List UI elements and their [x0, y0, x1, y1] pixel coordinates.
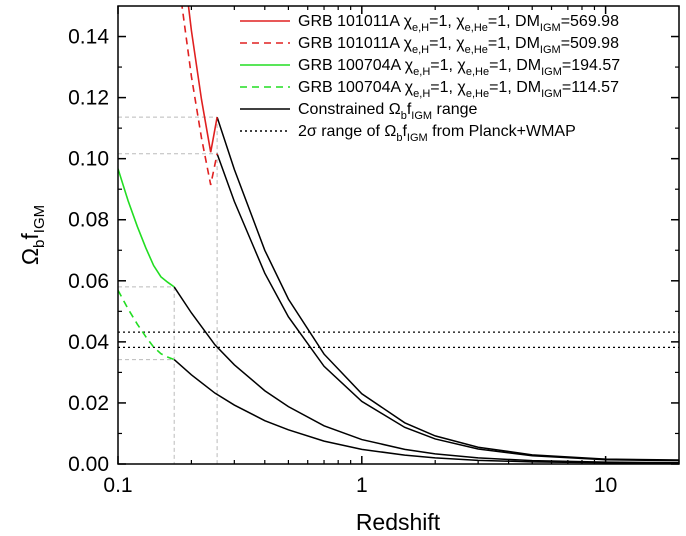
constrained-curve-4 [173, 359, 679, 464]
legend-label-5: Constrained ΩbfIGM range [298, 101, 478, 122]
y-tick-label: 0.14 [68, 26, 109, 49]
legend-label-6: 2σ range of ΩbfIGM from Planck+WMAP [298, 123, 576, 144]
legend-label-3: GRB 100704A χe,H=1, χe,He=1, DMIGM=194.5… [298, 57, 620, 78]
y-tick-label: 0.04 [68, 331, 109, 354]
legend-label-1: GRB 101011A χe,H=1, χe,He=1, DMIGM=569.9… [298, 13, 619, 34]
guide-lines [118, 116, 218, 464]
series-line-1 [187, 6, 218, 153]
y-tick-label: 0.00 [68, 453, 109, 476]
planck-range-lines [118, 331, 679, 349]
x-tick-label: 10 [594, 474, 617, 497]
plot-frame [117, 5, 680, 465]
y-tick-label: 0.12 [68, 87, 109, 110]
constrained-curve-3 [173, 286, 679, 464]
y-axis-title: ΩbfIGM [17, 205, 48, 265]
axis-tick-labels: 0.00 0.02 0.04 0.06 0.08 0.10 0.12 0.14 0.1 1 10 [68, 26, 617, 497]
axis-ticks [117, 6, 680, 465]
series-line-4 [118, 289, 175, 361]
y-tick-label: 0.08 [68, 209, 109, 232]
constrained-curve-1 [216, 116, 679, 461]
legend-label-4: GRB 100704A χe,H=1, χe,He=1, DMIGM=114.5… [298, 79, 619, 100]
y-tick-label: 0.10 [68, 148, 109, 171]
y-tick-label: 0.06 [68, 270, 109, 293]
x-tick-label: 1 [356, 474, 368, 497]
legend-label-2: GRB 101011A χe,H=1, χe,He=1, DMIGM=509.9… [298, 35, 619, 56]
x-axis-title: Redshift [356, 509, 441, 535]
y-tick-label: 0.02 [68, 392, 109, 415]
data-curves [118, 6, 679, 464]
x-tick-label: 0.1 [103, 474, 132, 497]
legend: GRB 101011A χe,H=1, χe,He=1, DMIGM=569.9… [240, 13, 620, 144]
constrained-curve-2 [216, 153, 679, 462]
series-line-2 [181, 6, 218, 186]
series-line-3 [118, 168, 175, 288]
